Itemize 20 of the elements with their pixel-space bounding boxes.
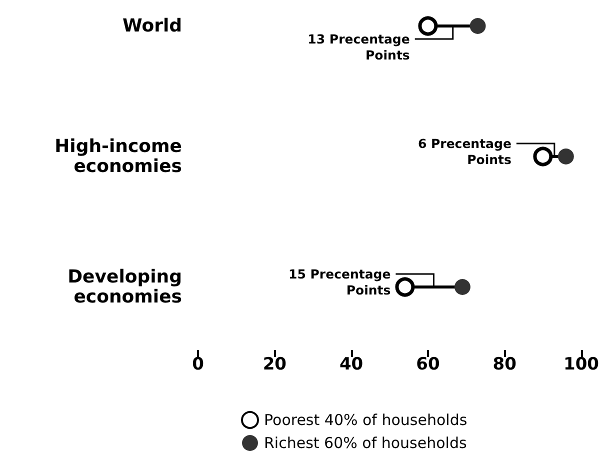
legend-label: Richest 60% of households <box>264 434 467 452</box>
point <box>533 146 553 166</box>
x-tick-label: 40 <box>339 354 364 374</box>
x-tick-label: 80 <box>492 354 517 374</box>
annotation: 6 Precentage Points <box>418 136 512 167</box>
annotation: 15 Precentage Points <box>288 266 391 298</box>
point <box>454 279 470 295</box>
x-tick-label: 20 <box>262 354 287 374</box>
annotation: 13 Precentage Points <box>308 32 410 62</box>
point <box>558 148 574 164</box>
point <box>395 277 415 297</box>
x-tick-label: 0 <box>192 354 204 374</box>
y-tick-label: High-income economies <box>54 136 182 177</box>
x-tick-label: 60 <box>416 354 440 374</box>
point <box>470 18 486 34</box>
legend-label: Poorest 40% of households <box>264 411 468 429</box>
y-tick-label: World <box>122 16 182 36</box>
y-tick-label: Developing economies <box>68 266 182 308</box>
x-tick-label: 100 <box>564 354 600 374</box>
point <box>418 16 438 36</box>
